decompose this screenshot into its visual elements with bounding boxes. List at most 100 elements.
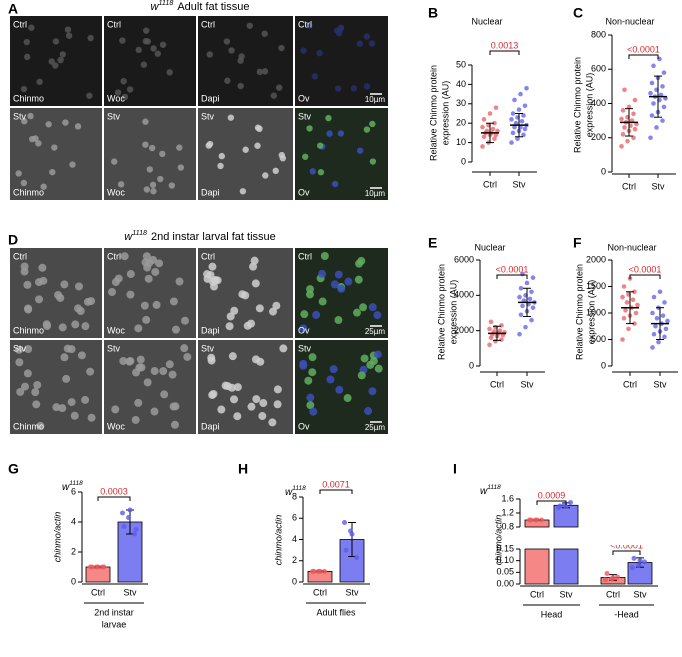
y-tick-label: 40 (456, 79, 466, 89)
data-point (490, 126, 496, 132)
nucleus (28, 24, 35, 31)
panel-title: w1118 (480, 484, 501, 497)
nucleus (363, 83, 371, 90)
row-label: Ctrl (298, 19, 312, 29)
y-axis-label: expression (AU) (584, 73, 594, 138)
panel-title: w1118 2nd instar larval fat tissue (124, 229, 276, 243)
channel-label: Chinmo (13, 325, 44, 335)
nucleus (35, 140, 42, 147)
nucleus (238, 290, 247, 299)
nucleus (131, 415, 140, 424)
nucleus (334, 85, 342, 92)
significance-bracket (612, 550, 641, 555)
data-point (488, 319, 494, 325)
y-axis-label: Relative Chinmo protein (428, 65, 438, 161)
data-point (349, 531, 355, 537)
nucleus (15, 170, 22, 177)
nucleus (268, 418, 277, 427)
nucleus (87, 34, 94, 42)
nucleus (15, 345, 24, 354)
nucleus (150, 45, 157, 52)
nucleus (299, 324, 308, 333)
row-label: Stv (107, 343, 121, 353)
nucleus (64, 26, 72, 33)
nucleus (363, 126, 371, 133)
nucleus (329, 365, 338, 374)
y-axis-label: expression (AU) (586, 280, 596, 345)
title-superscript: 1118 (292, 485, 306, 492)
y-tick-label: 0 (71, 576, 76, 586)
nucleus (273, 385, 282, 394)
nucleus (143, 186, 151, 193)
nucleus (31, 388, 40, 397)
nucleus (24, 344, 33, 353)
data-point (636, 562, 641, 568)
nucleus (54, 291, 63, 300)
nucleus (359, 303, 368, 312)
nucleus (217, 162, 224, 170)
panel-title: w1118 (285, 485, 306, 498)
nucleus (230, 395, 239, 404)
nucleus (228, 352, 237, 361)
nucleus (223, 38, 231, 45)
nucleus (169, 297, 178, 306)
y-tick-label: 500 (591, 334, 606, 344)
nucleus (42, 320, 51, 329)
nucleus (254, 142, 261, 149)
nucleus (32, 400, 41, 409)
channel-label: Chinmo (13, 421, 44, 431)
nucleus (126, 290, 135, 299)
nucleus (183, 352, 192, 361)
title-italic: w (124, 231, 133, 243)
row-label: Ctrl (298, 251, 312, 261)
data-point (509, 117, 514, 122)
data-point (654, 316, 660, 321)
y-tick-label: 2 (292, 555, 297, 565)
micrograph (198, 16, 293, 106)
nucleus (23, 53, 31, 61)
nucleus (87, 297, 96, 306)
nucleus (356, 40, 363, 47)
significance-bracket (489, 50, 520, 55)
nucleus (233, 383, 242, 392)
nucleus (247, 402, 256, 411)
row-label: Ctrl (13, 251, 27, 261)
data-point (480, 124, 485, 130)
nucleus (62, 119, 69, 126)
data-point (624, 300, 630, 305)
nucleus (227, 114, 235, 121)
x-tick-label: Ctrl (623, 379, 637, 389)
x-tick-label: Stv (559, 589, 573, 599)
data-point (527, 296, 533, 302)
data-point (481, 117, 487, 122)
nucleus (160, 390, 169, 399)
nucleus (311, 73, 319, 80)
y-tick-label: 2 (71, 546, 76, 556)
nucleus (304, 376, 313, 385)
x-tick-label: Ctrl (483, 179, 497, 189)
row-label: Stv (201, 343, 215, 353)
nucleus (278, 44, 285, 52)
nucleus (251, 279, 260, 288)
data-point (499, 323, 504, 328)
data-point (120, 510, 125, 516)
nucleus (208, 391, 217, 400)
nucleus (121, 93, 129, 101)
nucleus (369, 120, 376, 128)
nucleus (368, 40, 376, 47)
nucleus (114, 274, 123, 283)
nucleus (246, 22, 254, 29)
nucleus (363, 33, 371, 40)
nucleus (74, 282, 83, 291)
nucleus (218, 152, 226, 160)
nucleus (305, 290, 314, 299)
data-point (512, 124, 517, 130)
nucleus (228, 47, 235, 54)
data-point (568, 500, 573, 505)
y-tick-label: 10 (456, 137, 466, 147)
channel-label: Woc (107, 421, 125, 431)
nucleus (52, 38, 60, 45)
group-label: Adult flies (316, 607, 356, 617)
nucleus (300, 47, 307, 54)
x-tick-label: Stv (345, 587, 359, 597)
